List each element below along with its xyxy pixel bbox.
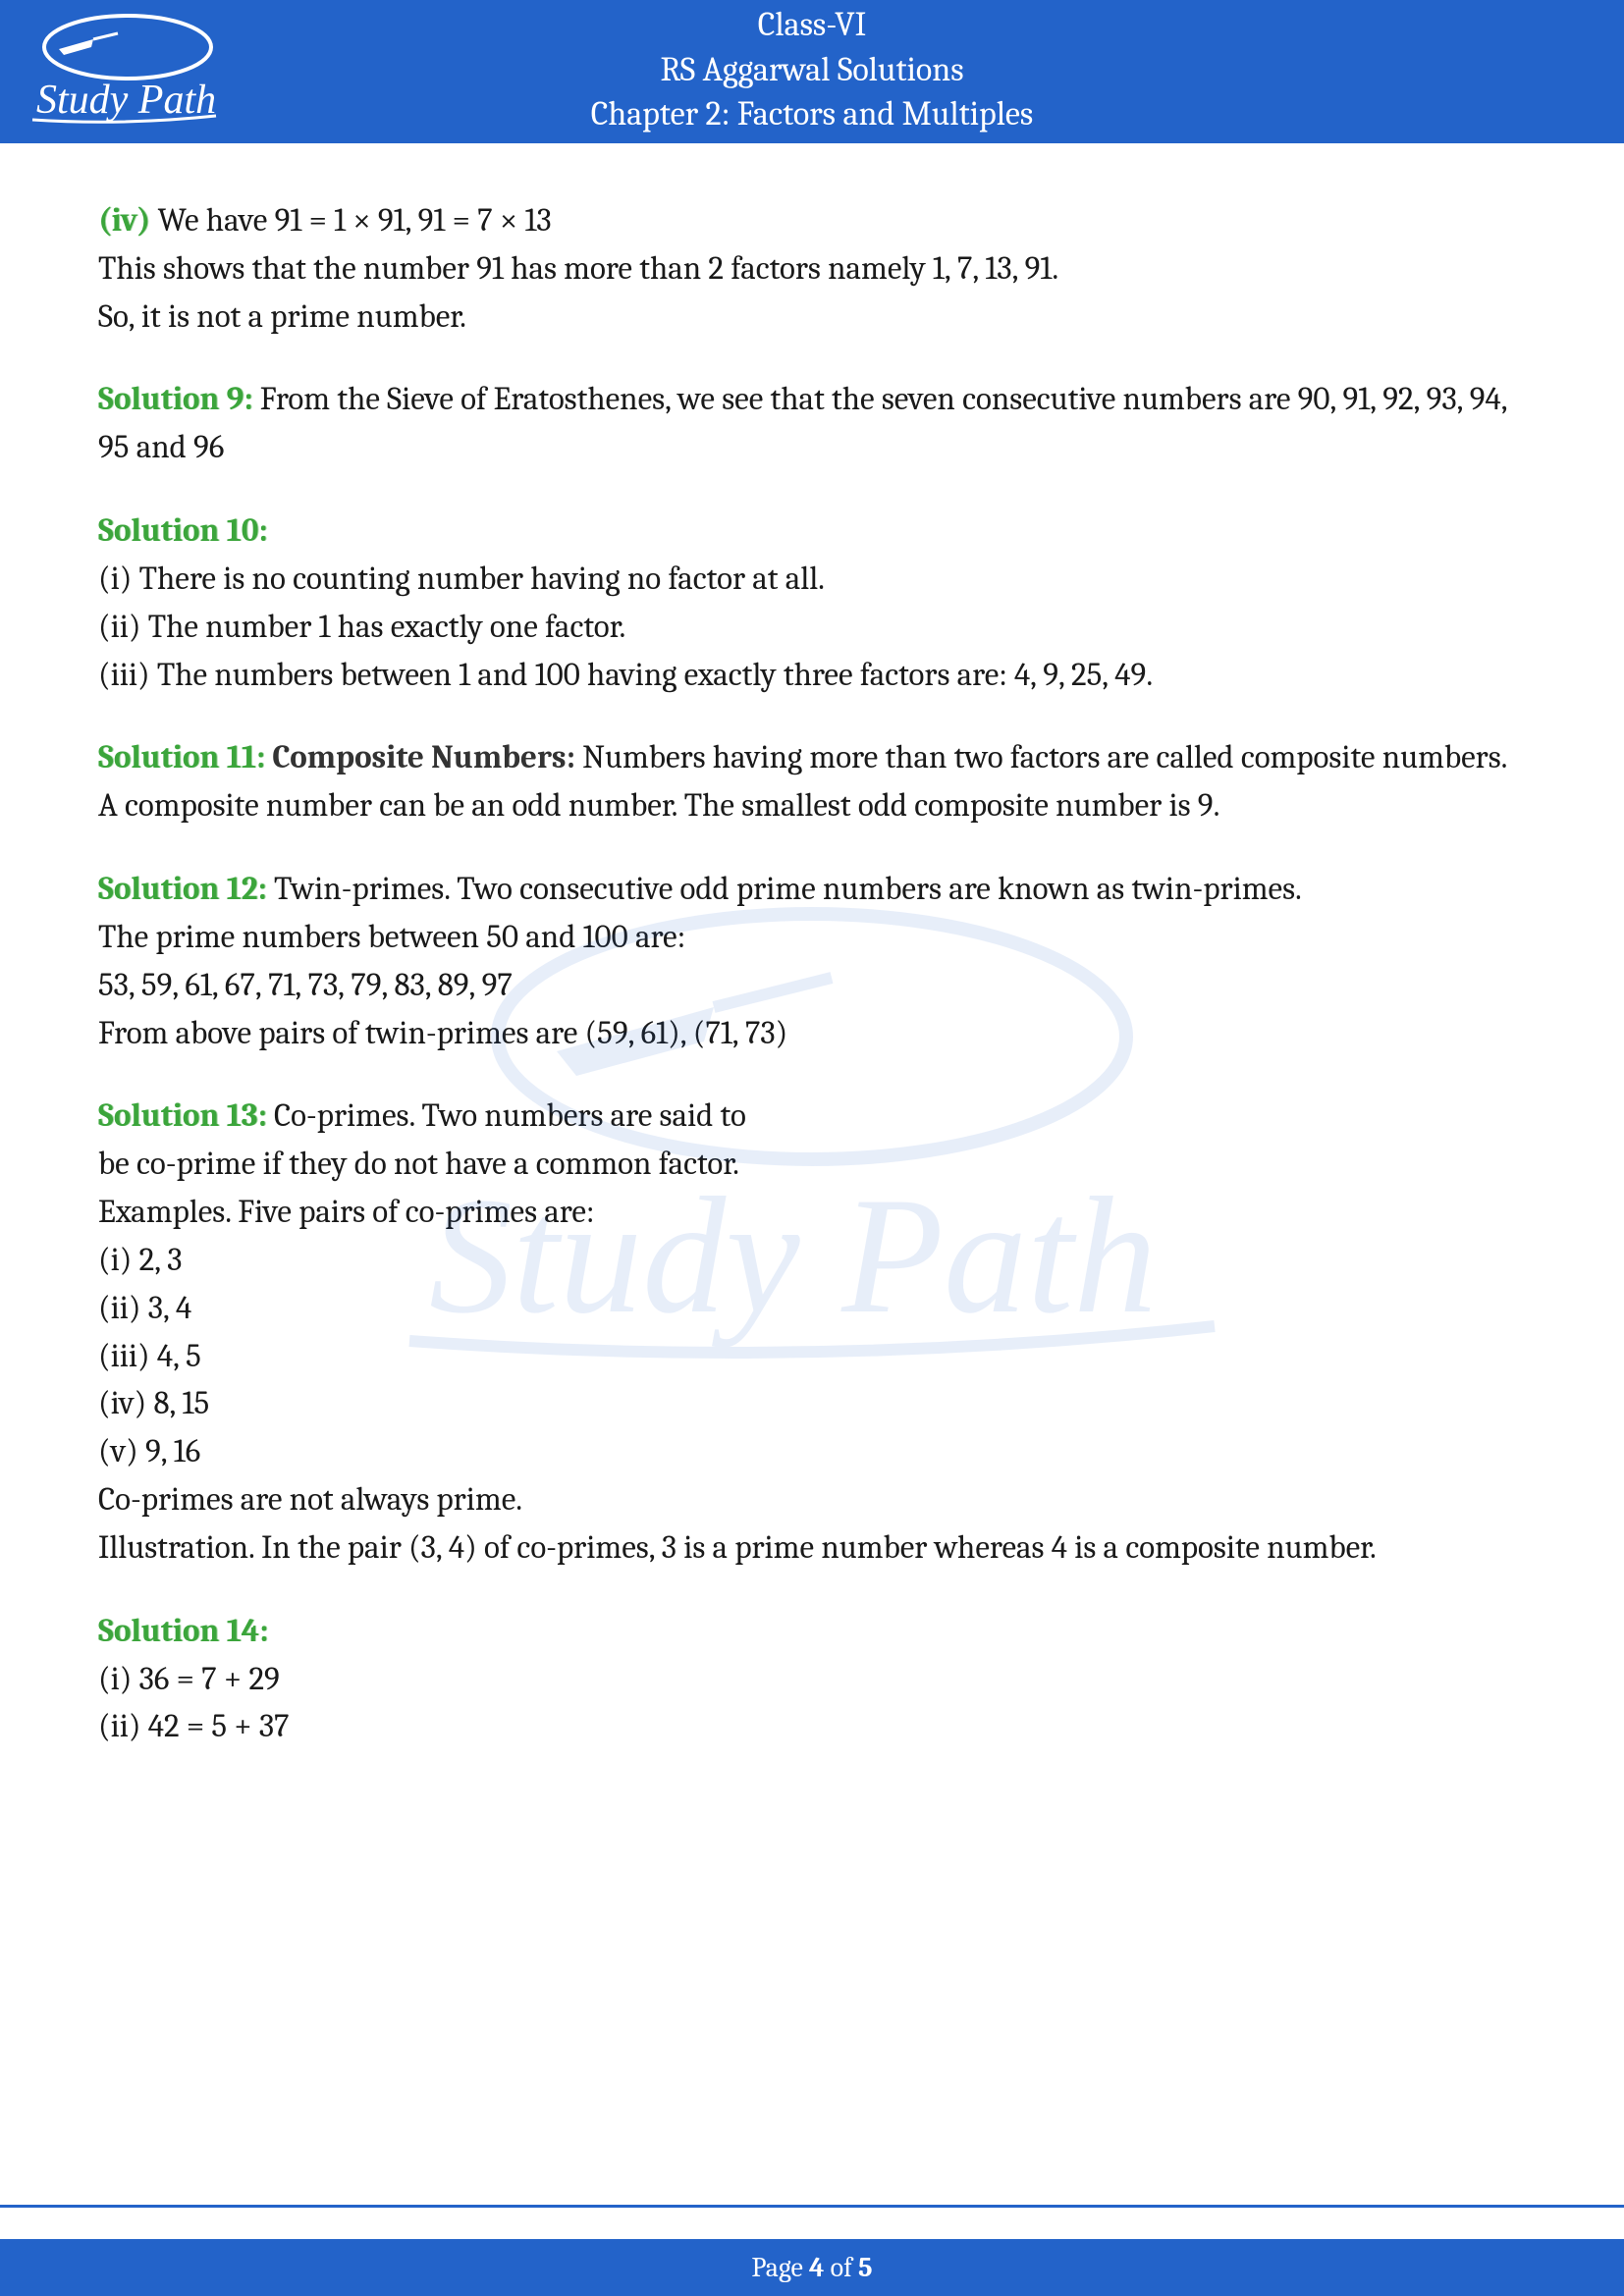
s10-ii: (ii) The number 1 has exactly one factor… xyxy=(98,609,625,646)
footer-page-total: 5 xyxy=(858,2252,873,2283)
solution-10: Solution 10: (i) There is no counting nu… xyxy=(98,507,1526,699)
logo-text: Study Path xyxy=(36,78,216,123)
s12-label: Solution 12: xyxy=(98,871,274,908)
s12-line1: Twin-primes. Two consecutive odd prime n… xyxy=(274,871,1302,908)
s14-ii: (ii) 42 = 5 + 37 xyxy=(98,1708,290,1745)
s14-i: (i) 36 = 7 + 29 xyxy=(98,1661,280,1698)
iv-label: (iv) xyxy=(98,202,150,240)
s13-v: (v) 9, 16 xyxy=(98,1433,200,1470)
s10-i: (i) There is no counting number having n… xyxy=(98,561,825,598)
logo: Study Path xyxy=(25,10,231,133)
s13-line2: be co-prime if they do not have a common… xyxy=(98,1146,739,1183)
iv-line2: This shows that the number 91 has more t… xyxy=(98,250,1058,288)
iv-line3: So, it is not a prime number. xyxy=(98,298,466,336)
footer-mid: of xyxy=(824,2252,858,2283)
footer-page-current: 4 xyxy=(809,2252,824,2283)
s11-label: Solution 11: xyxy=(98,739,272,776)
solution-12: Solution 12: Twin-primes. Two consecutiv… xyxy=(98,866,1526,1057)
s13-label: Solution 13: xyxy=(98,1097,274,1135)
solution-iv: (iv) We have 91 = 1 × 91, 91 = 7 × 13 Th… xyxy=(98,197,1526,341)
header-chapter: Chapter 2: Factors and Multiples xyxy=(0,92,1624,137)
iv-line1: We have 91 = 1 × 91, 91 = 7 × 13 xyxy=(150,202,551,240)
header-text: Class-VI RS Aggarwal Solutions Chapter 2… xyxy=(0,3,1624,138)
solution-13: Solution 13: Co-primes. Two numbers are … xyxy=(98,1093,1526,1572)
s13-line3: Examples. Five pairs of co-primes are: xyxy=(98,1194,595,1231)
footer-rule xyxy=(0,2205,1624,2208)
s9-label: Solution 9: xyxy=(98,381,260,418)
s12-line3: 53, 59, 61, 67, 71, 73, 79, 83, 89, 97 xyxy=(98,967,513,1004)
s13-line1: Co-primes. Two numbers are said to xyxy=(274,1097,746,1135)
s13-iv: (iv) 8, 15 xyxy=(98,1385,209,1422)
s11-sub: Composite Numbers: xyxy=(272,739,582,776)
s13-line5: Illustration. In the pair (3, 4) of co-p… xyxy=(98,1529,1377,1567)
s10-iii: (iii) The numbers between 1 and 100 havi… xyxy=(98,657,1153,694)
solution-11: Solution 11: Composite Numbers: Numbers … xyxy=(98,734,1526,830)
s12-line4: From above pairs of twin-primes are (59,… xyxy=(98,1015,787,1052)
s13-line4: Co-primes are not always prime. xyxy=(98,1481,522,1519)
s14-label: Solution 14: xyxy=(98,1613,268,1650)
footer-bar: Page 4 of 5 xyxy=(0,2239,1624,2296)
s13-iii: (iii) 4, 5 xyxy=(98,1338,201,1375)
header-book: RS Aggarwal Solutions xyxy=(0,48,1624,93)
solution-14: Solution 14: (i) 36 = 7 + 29 (ii) 42 = 5… xyxy=(98,1608,1526,1751)
s9-text: From the Sieve of Eratosthenes, we see t… xyxy=(98,381,1506,466)
s10-label: Solution 10: xyxy=(98,512,268,550)
header-class: Class-VI xyxy=(0,3,1624,48)
solution-9: Solution 9: From the Sieve of Eratosthen… xyxy=(98,376,1526,472)
s13-ii: (ii) 3, 4 xyxy=(98,1290,191,1327)
content-area: Study Path (iv) We have 91 = 1 × 91, 91 … xyxy=(0,143,1624,1751)
s13-i: (i) 2, 3 xyxy=(98,1242,182,1279)
footer-prefix: Page xyxy=(751,2252,809,2283)
header-bar: Study Path Class-VI RS Aggarwal Solution… xyxy=(0,0,1624,140)
s12-line2: The prime numbers between 50 and 100 are… xyxy=(98,919,685,956)
